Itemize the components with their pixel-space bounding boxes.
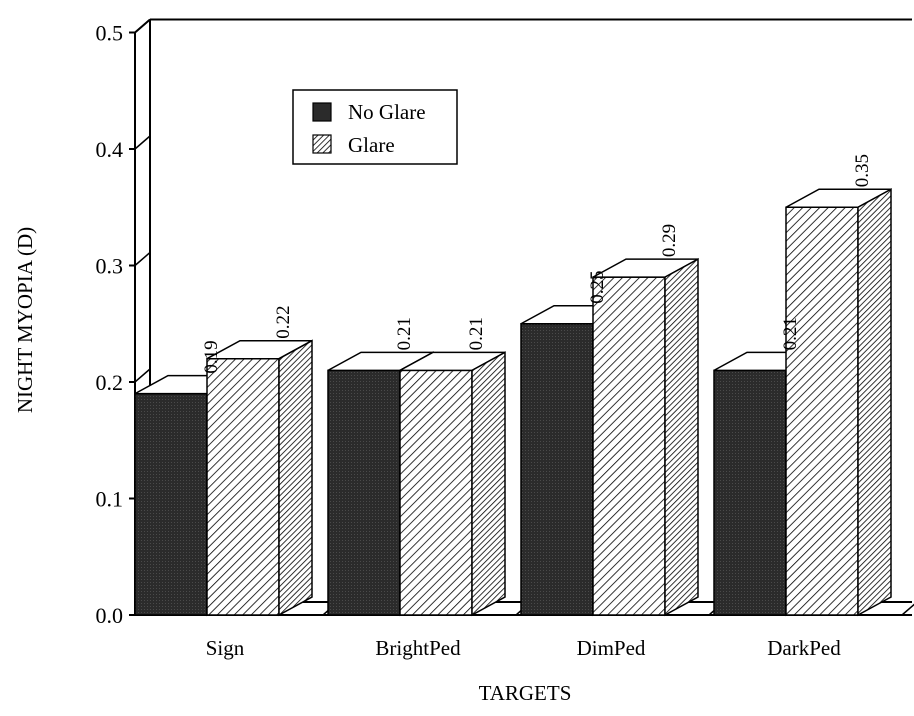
data-label: 0.22	[273, 305, 294, 338]
x-tick-label: DimPed	[577, 636, 646, 660]
bar-front-glare	[785, 206, 859, 616]
data-label: 0.21	[780, 317, 801, 350]
x-floor-divider	[901, 603, 914, 616]
data-labels: 0.19 0.22 0.21 0.21 0.25 0.29 0.21 0.35	[201, 154, 873, 374]
data-label: 0.25	[587, 271, 608, 304]
bars	[134, 187, 892, 617]
data-label: 0.21	[466, 317, 487, 350]
y-tick-depth	[134, 18, 151, 34]
y-tick-label: 0.2	[96, 370, 124, 395]
bar-front-no-glare	[520, 323, 594, 616]
bar-front-glare	[206, 357, 280, 616]
x-axis-title: TARGETS	[479, 681, 572, 705]
y-tick-label: 0.1	[96, 487, 124, 512]
data-label: 0.21	[394, 317, 415, 350]
legend: No Glare Glare	[292, 89, 458, 165]
data-label: 0.35	[852, 154, 873, 187]
x-tick-label: Sign	[206, 636, 245, 660]
bar-side-face	[471, 351, 506, 617]
bar-front-glare	[399, 369, 473, 616]
bar-front-no-glare	[713, 369, 787, 616]
y-tick-label: 0.5	[96, 21, 124, 46]
legend-label-no-glare: No Glare	[348, 100, 426, 124]
x-axis: Sign BrightPed DimPed DarkPed	[206, 601, 914, 660]
y-tick-depth	[134, 368, 151, 383]
y-axis-title: NIGHT MYOPIA (D)	[13, 227, 37, 413]
x-tick-label: DarkPed	[767, 636, 841, 660]
y-tick-label: 0.3	[96, 254, 124, 279]
y-tick-depth	[134, 135, 151, 150]
y-tick-depth	[134, 251, 151, 267]
legend-label-glare: Glare	[348, 133, 395, 157]
bar-side-face	[278, 339, 313, 617]
y-tick-label: 0.4	[96, 137, 124, 162]
bar-front-no-glare	[327, 369, 401, 616]
legend-swatch-glare	[312, 134, 332, 154]
data-label: 0.19	[201, 340, 222, 373]
legend-swatch-no-glare	[312, 102, 332, 122]
data-label: 0.29	[659, 224, 680, 257]
x-tick-label: BrightPed	[375, 636, 461, 660]
bar-front-glare	[592, 276, 666, 616]
bar-side-face	[857, 187, 892, 617]
bar-side-face	[664, 257, 699, 617]
bar-front-no-glare	[134, 392, 208, 616]
y-tick-label: 0.0	[96, 603, 124, 628]
y-axis: 0.0 0.1 0.2 0.3 0.4 0.5	[96, 18, 151, 628]
